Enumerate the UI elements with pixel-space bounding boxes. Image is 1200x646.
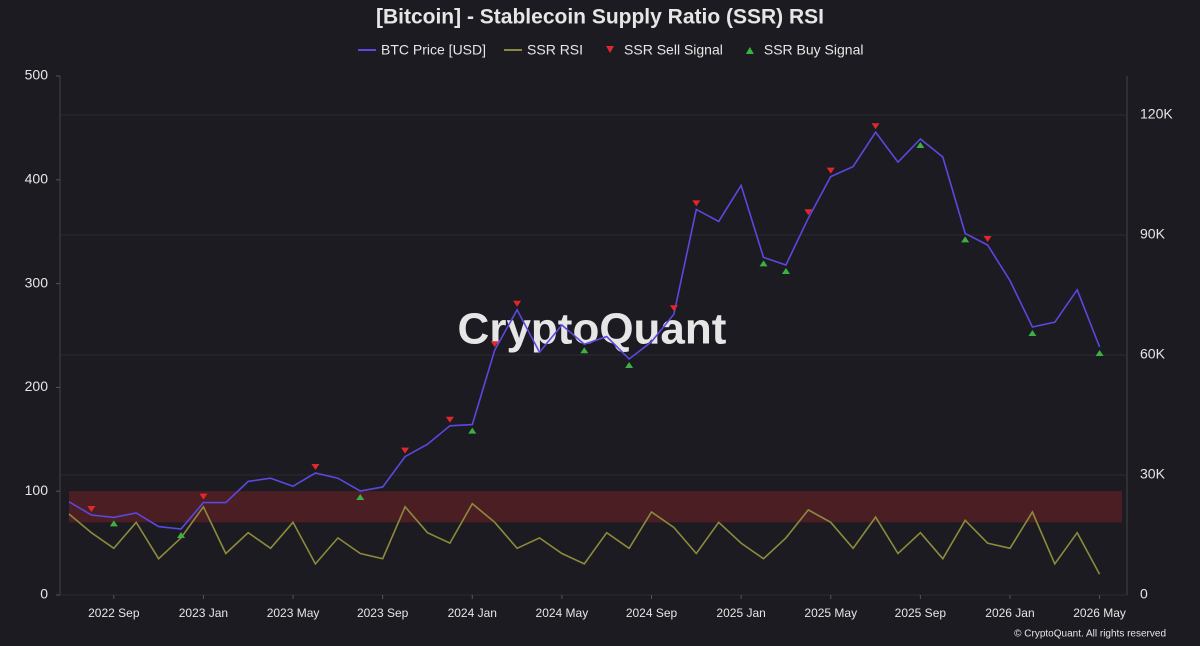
watermark: CryptoQuant (458, 305, 727, 354)
series-line (68, 130, 1101, 530)
sell-signal (513, 300, 522, 307)
sell-signal (87, 506, 96, 512)
chart-title: [Bitcoin] - Stablecoin Supply Ratio (SSR… (376, 6, 824, 29)
y2-tick-label: 0 (1140, 586, 1148, 602)
y-tick-label: 400 (25, 171, 49, 187)
sell-signal (490, 341, 499, 348)
legend-label: BTC Price [USD] (381, 42, 486, 58)
buy-signal (1095, 350, 1104, 356)
buy-signal (356, 494, 365, 500)
y-tick-label: 0 (40, 586, 48, 602)
sell-signal (871, 123, 880, 130)
buy-signal (1028, 330, 1037, 336)
legend-swatch (606, 46, 615, 53)
buy-signal (177, 532, 186, 538)
legend-label: SSR RSI (527, 42, 583, 58)
buy-signal (580, 347, 589, 354)
buy-signal (961, 236, 970, 243)
x-tick-label: 2026 May (1073, 606, 1126, 620)
y-tick-label: 500 (25, 67, 49, 83)
sell-signal (401, 447, 410, 454)
legend-label: SSR Sell Signal (624, 42, 723, 58)
x-tick-label: 2022 Sep (88, 606, 140, 620)
y-tick-label: 300 (25, 274, 49, 290)
sell-signal (445, 416, 454, 423)
x-tick-label: 2023 Jan (179, 606, 228, 620)
y2-tick-label: 120K (1140, 106, 1173, 122)
buy-signal (625, 362, 634, 368)
x-tick-label: 2025 Jan (716, 606, 765, 620)
sell-signal (199, 493, 208, 500)
overbought-zone (69, 491, 1122, 523)
sell-signal (311, 464, 320, 470)
y-tick-label: 200 (25, 378, 49, 394)
sell-signal (826, 167, 835, 174)
sell-signal (669, 305, 678, 312)
x-tick-label: 2023 Sep (357, 606, 409, 620)
x-tick-label: 2024 Jan (448, 606, 497, 620)
buy-signal (468, 427, 477, 434)
legend-label: SSR Buy Signal (764, 42, 864, 58)
x-tick-label: 2023 May (267, 606, 320, 620)
y-tick-label: 100 (25, 482, 49, 498)
y2-tick-label: 60K (1140, 346, 1166, 362)
sell-signal (983, 236, 992, 242)
buy-signal (759, 260, 768, 267)
sell-signal (692, 200, 701, 207)
buy-signal (109, 520, 118, 527)
y2-tick-label: 30K (1140, 466, 1166, 482)
y2-tick-label: 90K (1140, 226, 1166, 242)
legend-swatch (745, 47, 754, 54)
x-tick-label: 2025 Sep (895, 606, 947, 620)
sell-signal (804, 209, 813, 216)
buy-signal (916, 142, 925, 148)
buy-signal (781, 268, 790, 274)
x-tick-label: 2025 May (804, 606, 857, 620)
series-line (68, 502, 1101, 575)
x-tick-label: 2026 Jan (985, 606, 1034, 620)
x-tick-label: 2024 May (536, 606, 589, 620)
footer: © CryptoQuant. All rights reserved (1014, 629, 1166, 640)
x-tick-label: 2024 Sep (626, 606, 678, 620)
